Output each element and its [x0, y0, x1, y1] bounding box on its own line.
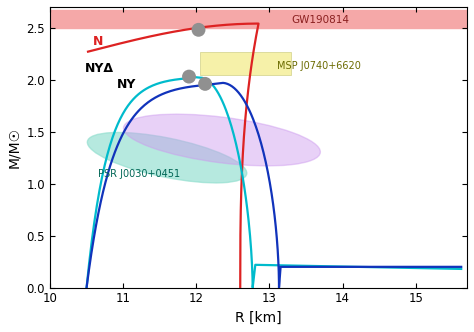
Ellipse shape — [87, 132, 247, 183]
Bar — [50, 10, 467, 28]
Text: N: N — [92, 36, 103, 48]
Text: MSP J0740+6620: MSP J0740+6620 — [277, 61, 361, 71]
Bar — [200, 52, 292, 74]
Text: NY: NY — [117, 78, 137, 91]
Point — [185, 74, 193, 79]
X-axis label: R [km]: R [km] — [235, 311, 282, 325]
Text: GW190814: GW190814 — [292, 15, 349, 25]
Y-axis label: M/M☉: M/M☉ — [7, 127, 21, 168]
Point — [201, 81, 209, 87]
Text: NYΔ: NYΔ — [85, 62, 114, 75]
Point — [195, 27, 202, 33]
Text: PSR J0030+0451: PSR J0030+0451 — [98, 169, 180, 179]
Ellipse shape — [124, 114, 320, 166]
